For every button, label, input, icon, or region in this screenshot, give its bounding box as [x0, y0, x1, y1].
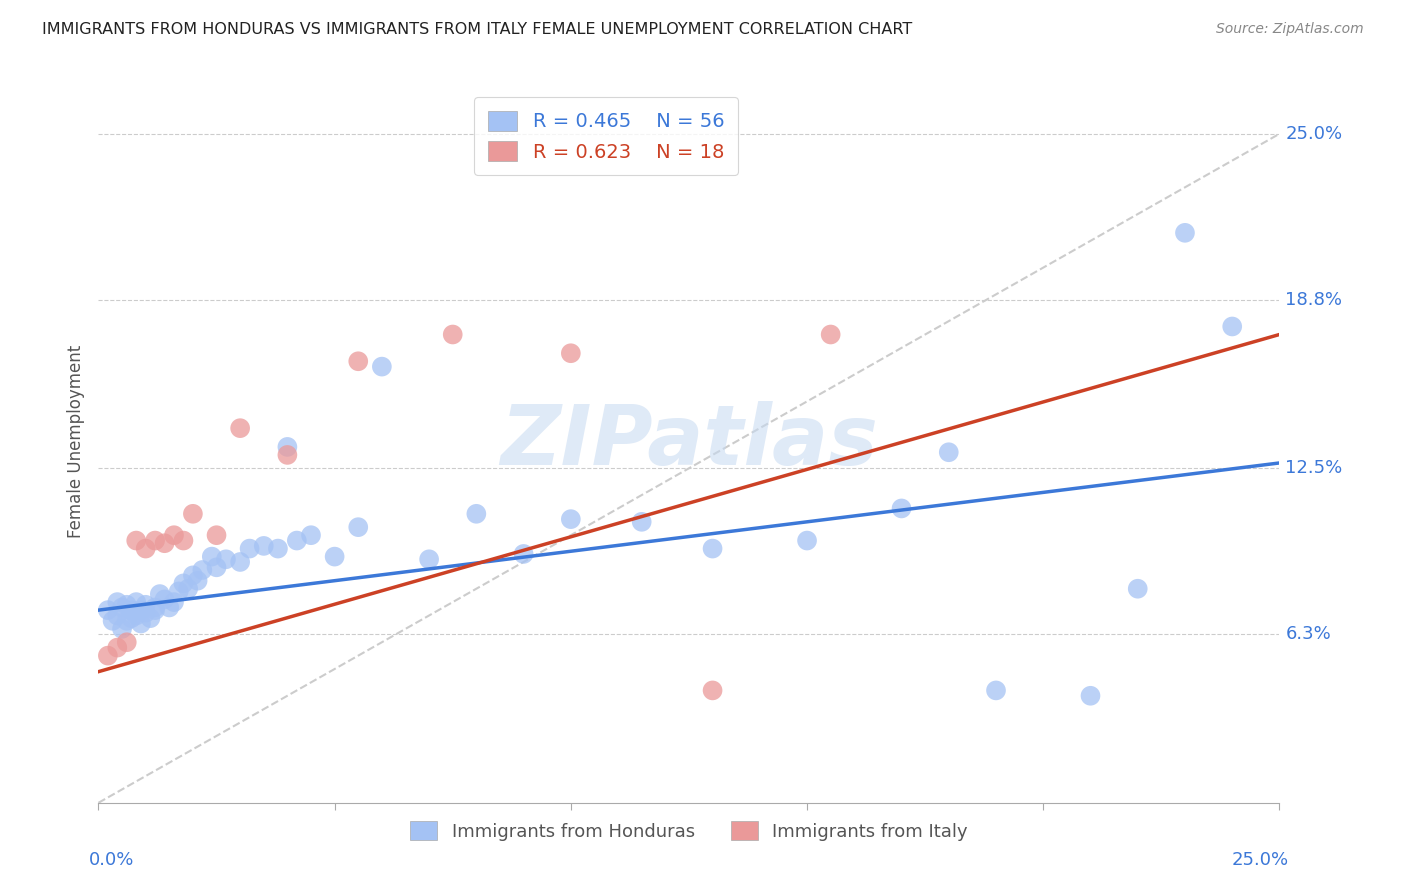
Point: [135, 541, 157, 556]
Point: [267, 541, 290, 556]
Point: [121, 603, 143, 617]
Point: [465, 507, 488, 521]
Point: [285, 533, 308, 548]
Text: 25.0%: 25.0%: [1232, 851, 1289, 869]
Point: [105, 640, 128, 655]
Point: [139, 611, 162, 625]
Point: [153, 536, 176, 550]
Point: [371, 359, 394, 374]
Point: [129, 603, 152, 617]
Point: [163, 528, 186, 542]
Point: [111, 622, 134, 636]
Point: [984, 683, 1007, 698]
Point: [143, 600, 166, 615]
Point: [125, 533, 148, 548]
Point: [215, 552, 238, 566]
Point: [101, 614, 124, 628]
Point: [276, 448, 298, 462]
Point: [149, 587, 172, 601]
Point: [105, 595, 128, 609]
Point: [121, 611, 143, 625]
Point: [205, 560, 228, 574]
Point: [177, 582, 200, 596]
Legend: Immigrants from Honduras, Immigrants from Italy: Immigrants from Honduras, Immigrants fro…: [402, 814, 976, 848]
Point: [205, 528, 228, 542]
Point: [111, 600, 134, 615]
Point: [172, 533, 194, 548]
Point: [1126, 582, 1149, 596]
Point: [560, 512, 582, 526]
Point: [187, 574, 209, 588]
Point: [181, 568, 204, 582]
Text: 6.3%: 6.3%: [1285, 625, 1331, 643]
Point: [115, 635, 138, 649]
Point: [115, 598, 138, 612]
Point: [276, 440, 298, 454]
Point: [890, 501, 912, 516]
Point: [191, 563, 214, 577]
Point: [167, 584, 190, 599]
Text: 0.0%: 0.0%: [89, 851, 135, 869]
Point: [323, 549, 346, 564]
Point: [1174, 226, 1197, 240]
Point: [938, 445, 960, 459]
Point: [796, 533, 818, 548]
Point: [153, 592, 176, 607]
Point: [97, 603, 120, 617]
Point: [441, 327, 464, 342]
Point: [1220, 319, 1243, 334]
Point: [201, 549, 224, 564]
Point: [347, 520, 370, 534]
Point: [163, 595, 186, 609]
Point: [630, 515, 652, 529]
Point: [105, 608, 128, 623]
Point: [560, 346, 582, 360]
Point: [229, 421, 252, 435]
Point: [253, 539, 276, 553]
Y-axis label: Female Unemployment: Female Unemployment: [66, 345, 84, 538]
Text: ZIPatlas: ZIPatlas: [501, 401, 877, 482]
Point: [172, 576, 194, 591]
Point: [702, 541, 724, 556]
Point: [512, 547, 534, 561]
Point: [115, 614, 138, 628]
Point: [702, 683, 724, 698]
Point: [157, 600, 180, 615]
Point: [1080, 689, 1102, 703]
Point: [125, 595, 148, 609]
Point: [129, 616, 152, 631]
Text: 12.5%: 12.5%: [1285, 459, 1343, 477]
Point: [143, 533, 166, 548]
Point: [97, 648, 120, 663]
Point: [135, 606, 157, 620]
Text: Source: ZipAtlas.com: Source: ZipAtlas.com: [1216, 22, 1364, 37]
Point: [239, 541, 262, 556]
Text: IMMIGRANTS FROM HONDURAS VS IMMIGRANTS FROM ITALY FEMALE UNEMPLOYMENT CORRELATIO: IMMIGRANTS FROM HONDURAS VS IMMIGRANTS F…: [42, 22, 912, 37]
Point: [143, 603, 166, 617]
Point: [418, 552, 440, 566]
Point: [229, 555, 252, 569]
Point: [181, 507, 204, 521]
Point: [820, 327, 842, 342]
Text: 18.8%: 18.8%: [1285, 291, 1343, 309]
Point: [125, 608, 148, 623]
Point: [347, 354, 370, 368]
Point: [299, 528, 322, 542]
Point: [135, 598, 157, 612]
Text: 25.0%: 25.0%: [1285, 125, 1343, 143]
